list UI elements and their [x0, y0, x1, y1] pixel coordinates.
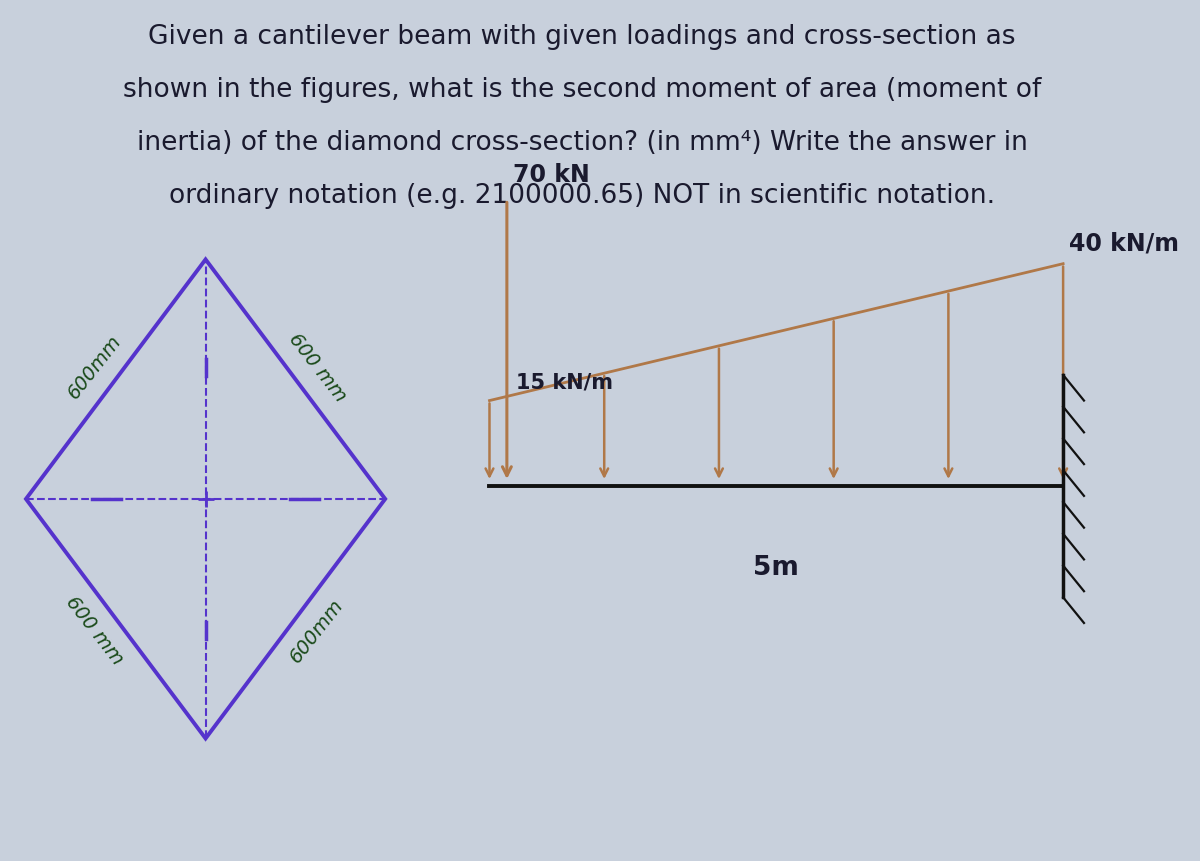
Text: shown in the figures, what is the second moment of area (moment of: shown in the figures, what is the second… — [124, 77, 1042, 103]
Text: 600 mm: 600 mm — [61, 592, 127, 669]
Text: inertia) of the diamond cross-section? (in mm⁴) Write the answer in: inertia) of the diamond cross-section? (… — [137, 130, 1027, 156]
Text: Given a cantilever beam with given loadings and cross-section as: Given a cantilever beam with given loadi… — [149, 24, 1016, 50]
Text: ordinary notation (e.g. 2100000.65) NOT in scientific notation.: ordinary notation (e.g. 2100000.65) NOT … — [169, 183, 995, 209]
Text: 600mm: 600mm — [64, 331, 125, 403]
Text: 40 kN/m: 40 kN/m — [1069, 231, 1178, 255]
Text: 600 mm: 600 mm — [284, 329, 349, 406]
Text: 70 kN: 70 kN — [512, 163, 589, 187]
Text: 15 kN/m: 15 kN/m — [516, 372, 613, 392]
Text: 600mm: 600mm — [287, 595, 348, 666]
Text: 5m: 5m — [754, 554, 799, 580]
